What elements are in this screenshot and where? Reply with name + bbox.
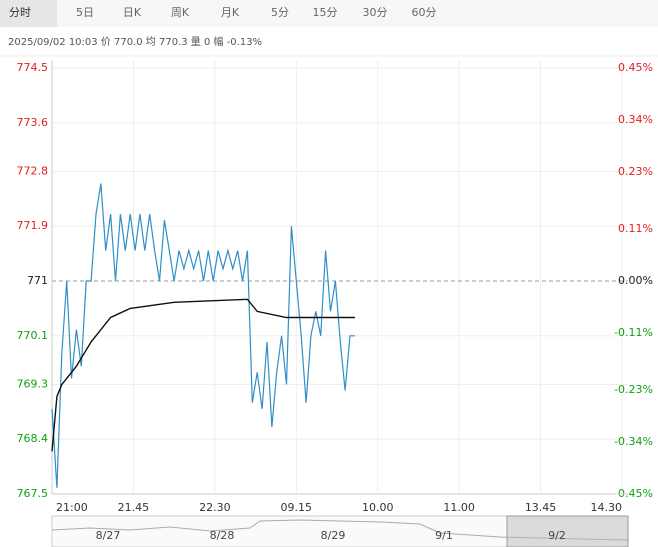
navigator-label: 8/28	[210, 529, 235, 542]
tab[interactable]: 月K	[221, 6, 240, 19]
active-tab-bg	[0, 0, 57, 27]
y-tick-label: 771.9	[17, 219, 49, 232]
x-tick-label: 21:00	[56, 501, 88, 514]
y-tick-label: 769.3	[17, 377, 49, 390]
y2-tick-label: 0.23%	[618, 165, 653, 178]
x-tick-label: 10.00	[362, 501, 394, 514]
price-line	[51, 183, 355, 488]
y2-tick-label: -0.34%	[614, 435, 653, 448]
tab[interactable]: 30分	[363, 6, 388, 19]
y2-tick-label: 0.00%	[618, 274, 653, 287]
y-tick-label: 771	[27, 274, 48, 287]
y2-tick-label: -0.45%	[614, 487, 653, 500]
price-line	[51, 298, 355, 452]
tab[interactable]: 周K	[171, 6, 190, 19]
y2-tick-label: 0.34%	[618, 113, 653, 126]
navigator-label: 9/1	[435, 529, 453, 542]
info-line: 2025/09/02 10:03 价 770.0 均 770.3 量 0 幅 -…	[8, 35, 262, 48]
tab[interactable]: 5日	[76, 6, 94, 19]
navigator-window[interactable]	[506, 515, 629, 547]
x-tick-label: 13.45	[525, 501, 557, 514]
tab[interactable]: 日K	[123, 6, 142, 19]
y2-tick-label: 0.11%	[618, 222, 653, 235]
y-tick-label: 774.5	[17, 61, 49, 74]
navigator-label: 8/29	[321, 529, 346, 542]
tab[interactable]: 5分	[271, 6, 289, 19]
y-tick-label: 767.5	[17, 487, 49, 500]
y2-tick-label: 0.45%	[618, 61, 653, 74]
x-tick-label: 11.00	[443, 501, 475, 514]
navigator-label: 9/2	[548, 529, 566, 542]
y2-tick-label: -0.23%	[614, 383, 653, 396]
navigator-label: 8/27	[96, 529, 121, 542]
y-tick-label: 770.1	[17, 329, 49, 342]
x-tick-label: 14.30	[591, 501, 623, 514]
x-tick-label: 21.45	[118, 501, 150, 514]
y-tick-label: 773.6	[17, 116, 49, 129]
x-tick-label: 09.15	[281, 501, 313, 514]
tab[interactable]: 分时	[9, 6, 31, 19]
tab-bar	[0, 0, 658, 27]
tab[interactable]: 15分	[313, 6, 338, 19]
y-tick-label: 772.8	[17, 164, 49, 177]
x-tick-label: 22.30	[199, 501, 231, 514]
y2-tick-label: -0.11%	[614, 326, 653, 339]
tab[interactable]: 60分	[412, 6, 437, 19]
y-tick-label: 768.4	[17, 432, 49, 445]
